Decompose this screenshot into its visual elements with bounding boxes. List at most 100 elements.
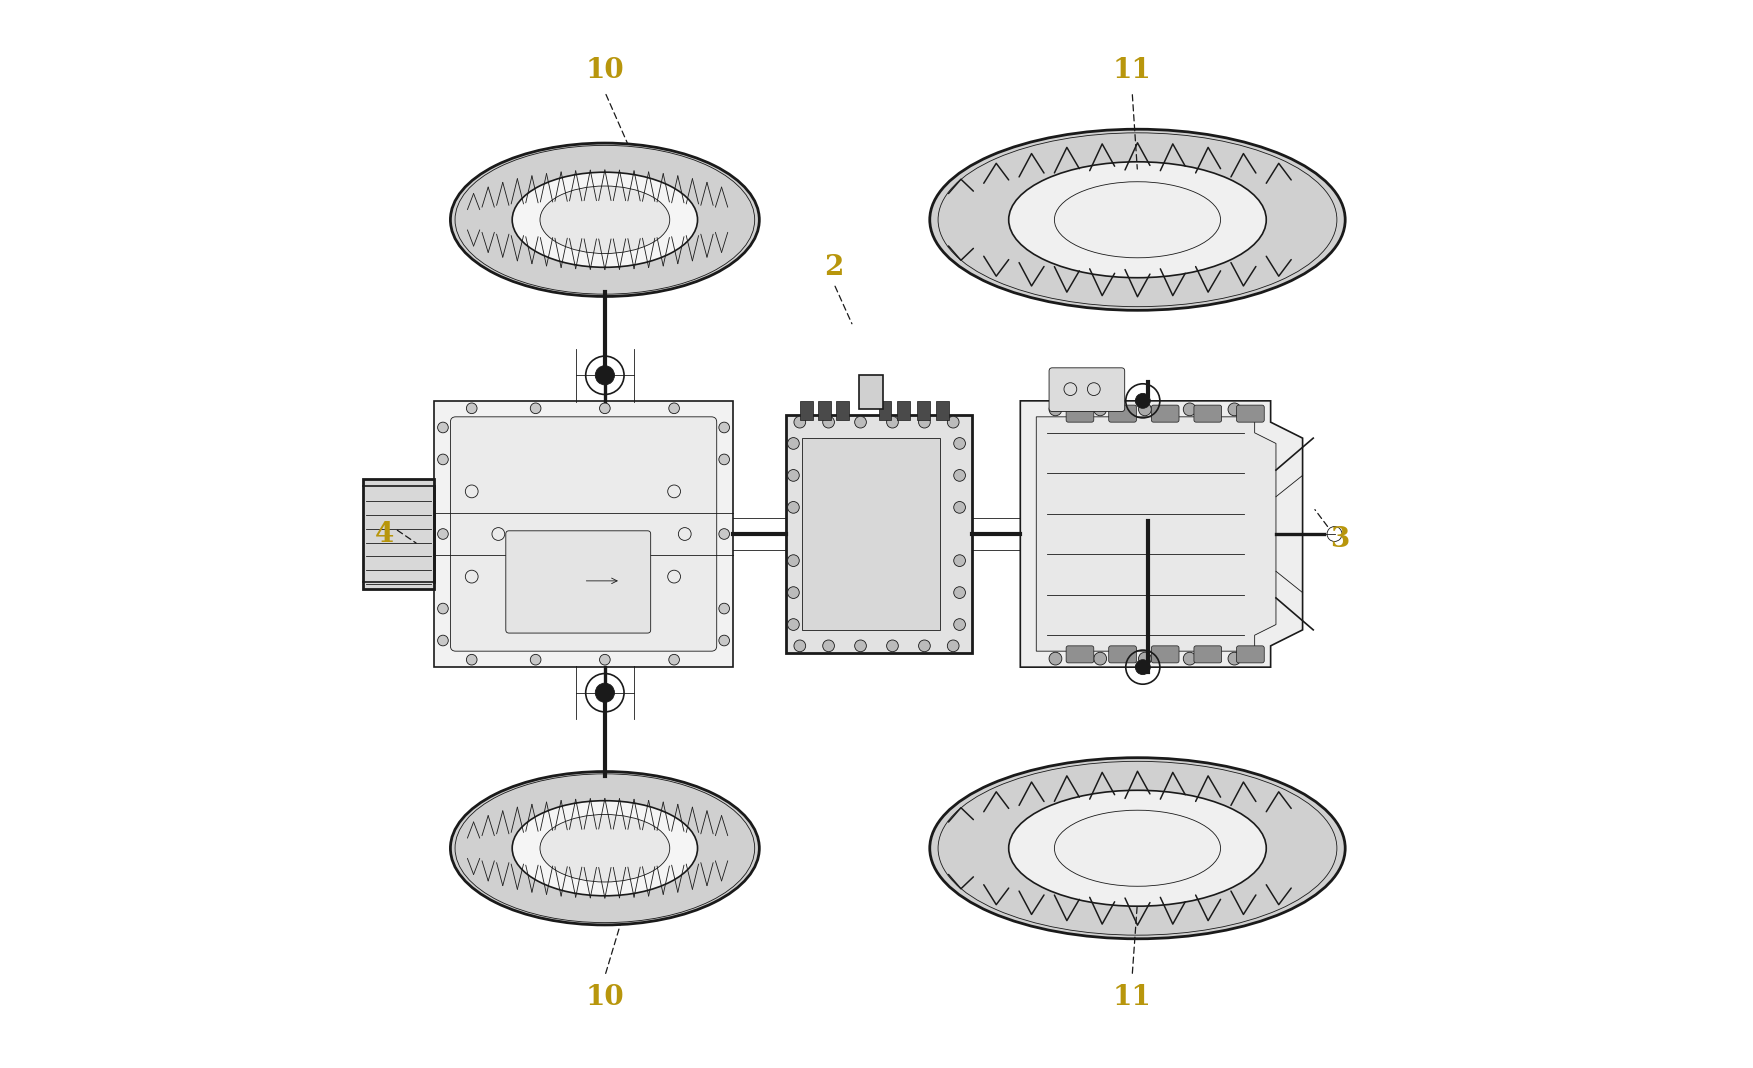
Ellipse shape [512, 172, 698, 267]
Circle shape [438, 529, 449, 539]
Circle shape [1138, 653, 1152, 665]
Polygon shape [1020, 400, 1302, 668]
Circle shape [438, 422, 449, 433]
Ellipse shape [451, 143, 759, 297]
Circle shape [1136, 393, 1150, 408]
Circle shape [438, 454, 449, 465]
Circle shape [596, 684, 615, 703]
Ellipse shape [540, 815, 670, 882]
Circle shape [466, 403, 477, 413]
Circle shape [794, 640, 806, 651]
Circle shape [887, 640, 898, 651]
Circle shape [531, 403, 542, 413]
Circle shape [466, 655, 477, 665]
FancyBboxPatch shape [363, 478, 435, 590]
Text: 2: 2 [824, 254, 843, 281]
Text: 11: 11 [1113, 984, 1152, 1011]
Circle shape [919, 417, 931, 428]
Circle shape [787, 470, 799, 482]
FancyBboxPatch shape [785, 414, 973, 654]
Circle shape [719, 422, 729, 433]
Circle shape [531, 655, 542, 665]
Text: 11: 11 [1113, 57, 1152, 84]
FancyBboxPatch shape [435, 400, 733, 668]
Circle shape [954, 554, 966, 566]
Circle shape [855, 640, 866, 651]
FancyBboxPatch shape [1066, 405, 1094, 422]
Circle shape [596, 365, 615, 384]
Ellipse shape [1054, 811, 1220, 886]
FancyBboxPatch shape [1108, 646, 1136, 663]
Ellipse shape [451, 771, 759, 925]
Ellipse shape [512, 801, 698, 896]
Circle shape [947, 417, 959, 428]
FancyBboxPatch shape [507, 531, 650, 633]
Circle shape [600, 403, 610, 413]
Circle shape [600, 655, 610, 665]
Ellipse shape [1008, 162, 1266, 278]
Circle shape [954, 502, 966, 514]
Circle shape [787, 618, 799, 630]
Circle shape [1229, 403, 1241, 415]
Circle shape [822, 640, 834, 651]
Circle shape [1183, 403, 1196, 415]
Circle shape [954, 618, 966, 630]
Circle shape [1229, 653, 1241, 665]
FancyBboxPatch shape [1236, 646, 1264, 663]
Circle shape [887, 417, 898, 428]
FancyBboxPatch shape [878, 400, 892, 420]
FancyBboxPatch shape [451, 417, 717, 651]
Circle shape [787, 554, 799, 566]
FancyBboxPatch shape [936, 400, 948, 420]
Circle shape [1094, 403, 1106, 415]
FancyBboxPatch shape [801, 438, 940, 630]
FancyBboxPatch shape [1236, 405, 1264, 422]
FancyBboxPatch shape [1194, 646, 1222, 663]
FancyBboxPatch shape [859, 375, 884, 409]
Circle shape [1094, 653, 1106, 665]
Circle shape [954, 438, 966, 450]
FancyBboxPatch shape [836, 400, 848, 420]
FancyBboxPatch shape [917, 400, 929, 420]
Circle shape [787, 586, 799, 598]
Text: 3: 3 [1331, 525, 1350, 553]
FancyBboxPatch shape [1048, 367, 1125, 411]
Ellipse shape [540, 186, 670, 253]
Ellipse shape [1008, 790, 1266, 906]
FancyBboxPatch shape [898, 400, 910, 420]
Circle shape [919, 640, 931, 651]
Circle shape [1048, 653, 1062, 665]
FancyBboxPatch shape [1152, 405, 1180, 422]
Circle shape [794, 417, 806, 428]
FancyBboxPatch shape [1194, 405, 1222, 422]
Circle shape [1183, 653, 1196, 665]
Circle shape [855, 417, 866, 428]
Polygon shape [1036, 417, 1276, 651]
Ellipse shape [1054, 182, 1220, 257]
Circle shape [719, 529, 729, 539]
Circle shape [438, 635, 449, 646]
Circle shape [719, 454, 729, 465]
FancyBboxPatch shape [1108, 405, 1136, 422]
FancyBboxPatch shape [799, 400, 813, 420]
FancyBboxPatch shape [819, 400, 831, 420]
Circle shape [1048, 403, 1062, 415]
Circle shape [719, 603, 729, 614]
Text: 4: 4 [375, 520, 394, 548]
Text: 10: 10 [586, 57, 624, 84]
Ellipse shape [929, 129, 1345, 311]
Circle shape [947, 640, 959, 651]
Circle shape [1136, 660, 1150, 675]
Circle shape [954, 586, 966, 598]
FancyBboxPatch shape [1152, 646, 1180, 663]
Circle shape [787, 502, 799, 514]
Text: 10: 10 [586, 984, 624, 1011]
Circle shape [438, 603, 449, 614]
Circle shape [787, 438, 799, 450]
Circle shape [670, 403, 680, 413]
Circle shape [822, 417, 834, 428]
Circle shape [954, 470, 966, 482]
Ellipse shape [929, 757, 1345, 939]
Circle shape [1138, 403, 1152, 415]
Circle shape [670, 655, 680, 665]
